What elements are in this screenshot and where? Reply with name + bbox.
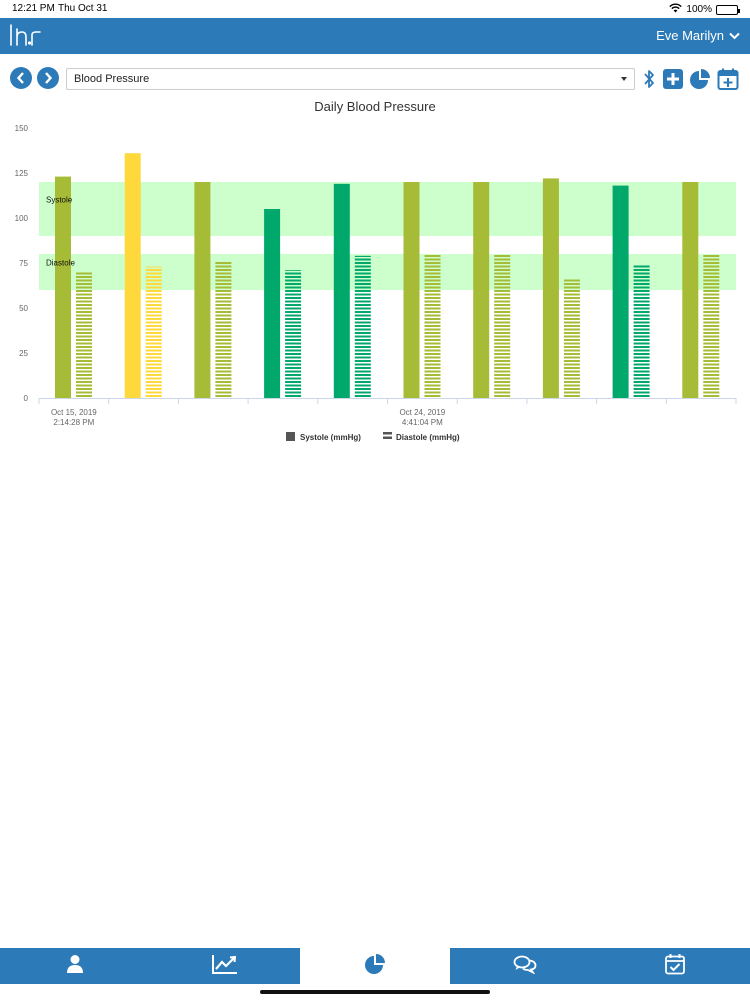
systole-bar xyxy=(194,182,211,398)
metric-toolbar: Blood Pressure xyxy=(0,64,750,94)
legend-label-systole: Systole (mmHg) xyxy=(300,433,361,442)
tab-messages[interactable] xyxy=(450,948,600,984)
person-icon xyxy=(66,954,84,979)
chevron-right-icon[interactable] xyxy=(37,67,59,89)
status-date: Thu Oct 31 xyxy=(58,3,108,14)
y-tick-label: 125 xyxy=(15,169,29,178)
diastole-bar xyxy=(215,261,232,398)
tab-calendar[interactable] xyxy=(600,948,750,984)
user-menu[interactable]: Eve Marilyn xyxy=(656,28,740,43)
status-bar: 12:21 PM Thu Oct 31 100% xyxy=(0,0,750,18)
pie-chart-icon[interactable] xyxy=(688,67,712,91)
legend-swatch-diastole xyxy=(383,432,392,435)
systole-bar xyxy=(542,178,559,398)
legend-swatch-systole xyxy=(286,432,295,441)
chart-canvas: 0 25 50 75 100 125 150 Systole Diastole Oct 15, 2… xyxy=(15,124,737,442)
x-tick-label: Oct 15, 2019 xyxy=(51,408,97,417)
calendar-add-icon[interactable] xyxy=(716,67,740,91)
diastole-bar xyxy=(145,266,162,398)
bluetooth-icon[interactable] xyxy=(641,67,657,91)
caret-down-icon xyxy=(621,77,627,81)
wifi-icon xyxy=(669,3,683,16)
legend-swatch-diastole-2 xyxy=(383,436,392,439)
diastole-bar xyxy=(285,270,302,398)
y-tick-label: 75 xyxy=(19,259,28,268)
y-tick-label: 25 xyxy=(19,349,28,358)
lhr-logo-icon[interactable] xyxy=(8,23,44,54)
tab-profile[interactable] xyxy=(0,948,150,984)
diastole-bar xyxy=(494,254,511,398)
tab-reports[interactable] xyxy=(300,948,450,984)
blood-pressure-chart: Daily Blood Pressure 0 25 50 75 100 125 150 Sys… xyxy=(0,94,750,454)
diastole-bar xyxy=(76,272,92,398)
y-tick-label: 50 xyxy=(19,304,28,313)
systole-bar xyxy=(333,183,350,398)
pie-chart-icon xyxy=(364,953,386,980)
chevron-left-icon[interactable] xyxy=(10,67,32,89)
systole-bar xyxy=(612,185,629,398)
systole-bar xyxy=(403,182,420,398)
systole-bar xyxy=(124,153,141,398)
chevron-down-icon xyxy=(729,28,740,43)
status-right: 100% xyxy=(669,3,740,16)
y-tick-label: 150 xyxy=(15,124,29,133)
y-tick-label: 0 xyxy=(24,394,29,403)
diastole-bar xyxy=(703,254,720,398)
x-tick-label: Oct 24, 2019 xyxy=(399,408,445,417)
calendar-check-icon xyxy=(665,953,685,980)
add-icon[interactable] xyxy=(662,67,684,91)
reference-band xyxy=(39,182,736,236)
chart-title: Daily Blood Pressure xyxy=(314,99,436,114)
app-header: Eve Marilyn xyxy=(0,18,750,54)
legend-label-diastole: Diastole (mmHg) xyxy=(396,433,460,442)
home-indicator xyxy=(260,990,490,994)
trend-chart-icon xyxy=(212,954,238,979)
metric-select[interactable]: Blood Pressure xyxy=(66,68,635,90)
band-label: Systole xyxy=(46,196,73,205)
x-tick-label: 4:41:04 PM xyxy=(402,418,443,427)
battery-percent: 100% xyxy=(686,4,712,15)
battery-icon xyxy=(716,4,740,15)
systole-bar xyxy=(264,209,281,398)
diastole-bar xyxy=(563,279,580,398)
chat-icon xyxy=(513,954,537,979)
tab-trends[interactable] xyxy=(150,948,300,984)
diastole-bar xyxy=(633,264,650,398)
x-tick-label: 2:14:28 PM xyxy=(53,418,94,427)
diastole-bar xyxy=(424,254,441,398)
metric-select-value: Blood Pressure xyxy=(74,73,150,85)
y-tick-label: 100 xyxy=(15,214,29,223)
band-label: Diastole xyxy=(46,259,75,268)
diastole-bar xyxy=(354,255,371,398)
systole-bar xyxy=(55,176,71,398)
reference-band xyxy=(39,254,736,290)
user-name: Eve Marilyn xyxy=(656,28,724,43)
systole-bar xyxy=(682,182,699,398)
status-time: 12:21 PM xyxy=(12,3,55,14)
systole-bar xyxy=(473,182,490,398)
bottom-tab-bar xyxy=(0,948,750,984)
